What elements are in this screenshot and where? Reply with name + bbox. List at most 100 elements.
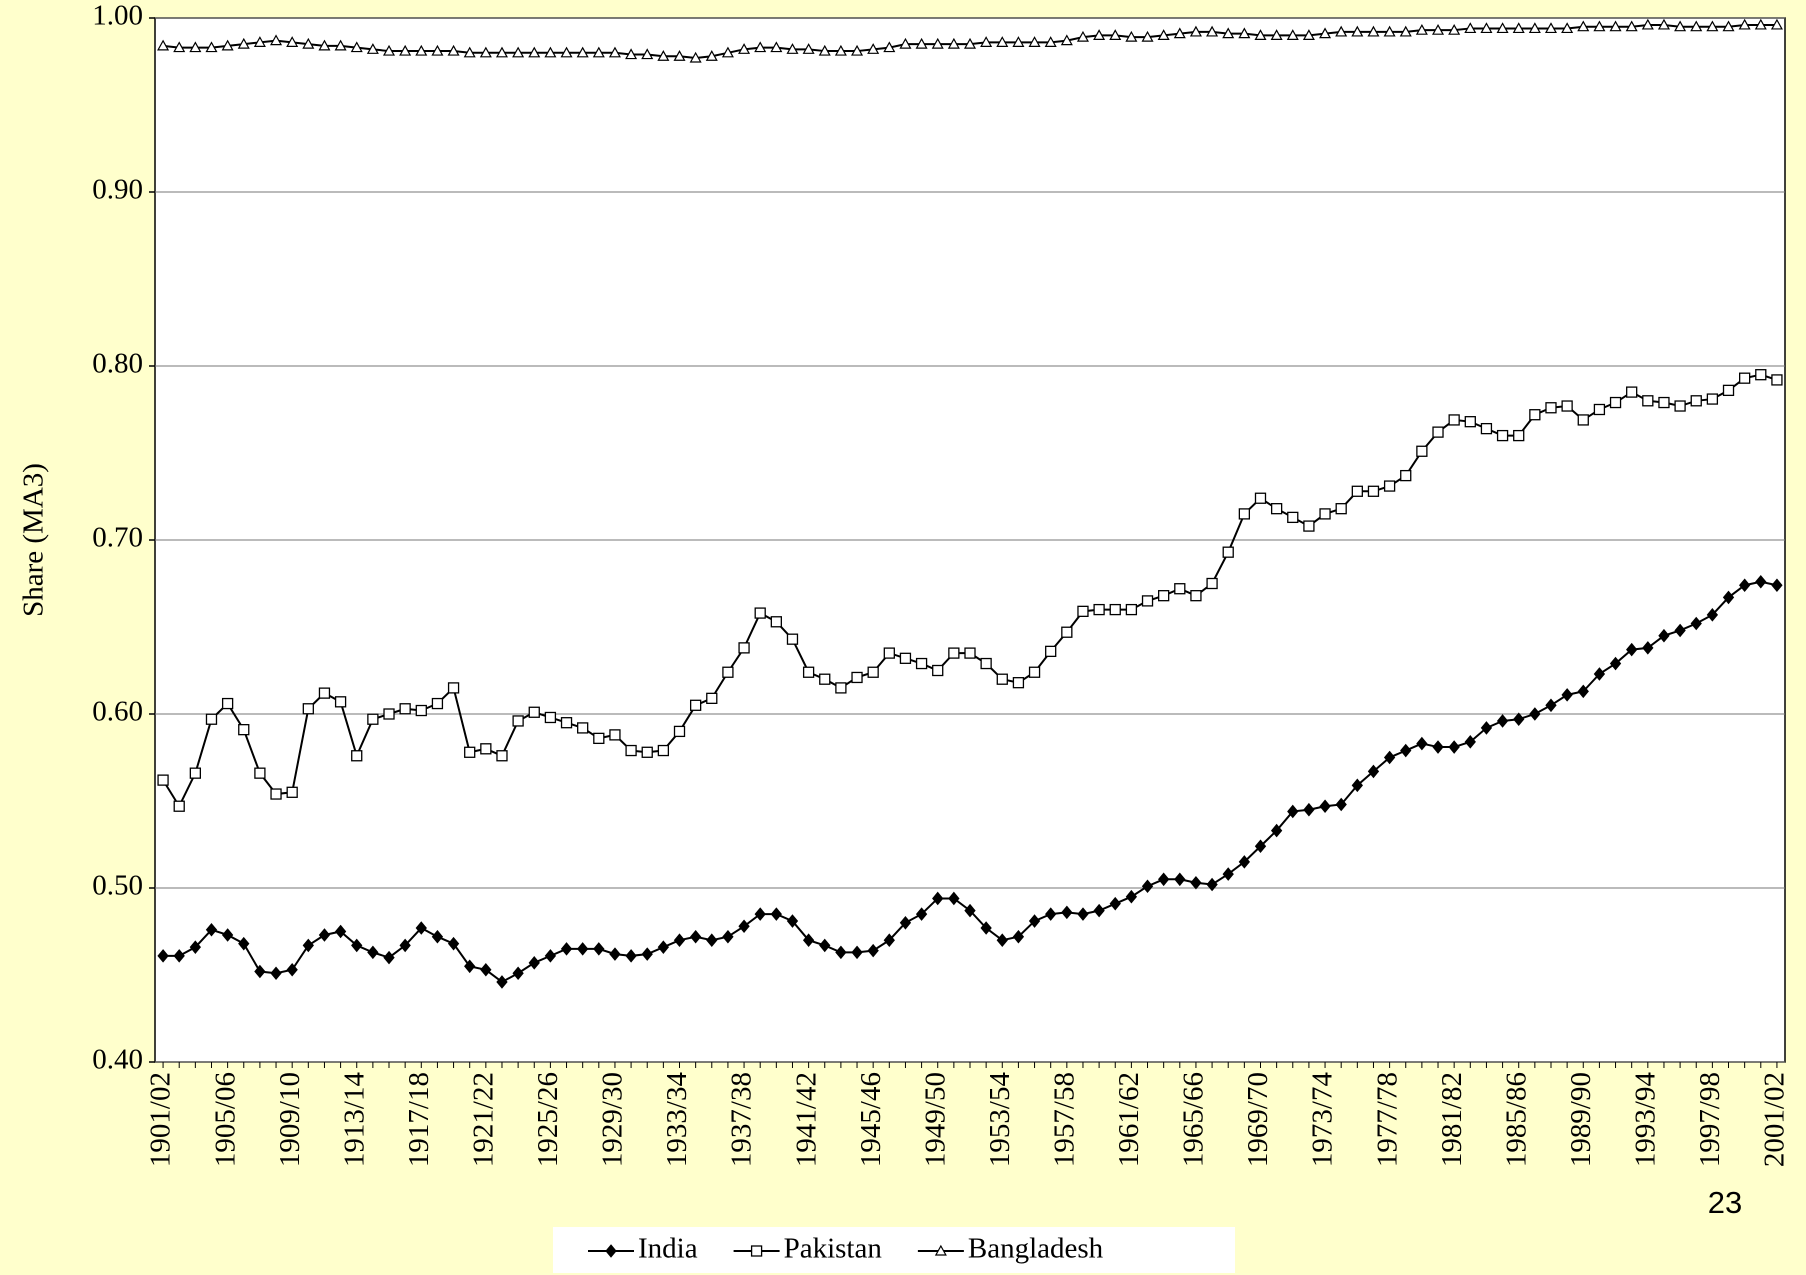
data-point bbox=[1351, 778, 1363, 793]
data-point bbox=[1238, 855, 1251, 869]
data-point bbox=[867, 666, 879, 678]
data-point bbox=[383, 950, 395, 965]
data-point bbox=[1319, 508, 1331, 520]
data-point bbox=[1496, 714, 1509, 728]
data-point bbox=[641, 947, 653, 961]
data-point bbox=[1270, 823, 1283, 838]
x-tick-label: 1981/82 bbox=[1436, 1072, 1468, 1167]
data-point bbox=[577, 722, 589, 734]
data-point bbox=[1335, 25, 1348, 37]
data-point bbox=[528, 956, 540, 970]
data-point bbox=[1125, 889, 1138, 904]
data-point bbox=[818, 44, 831, 56]
data-point bbox=[576, 46, 589, 58]
data-point bbox=[1335, 503, 1347, 515]
data-point bbox=[867, 43, 880, 54]
data-point bbox=[302, 938, 314, 953]
data-point bbox=[1174, 872, 1186, 887]
data-point bbox=[819, 673, 831, 685]
data-point bbox=[334, 39, 347, 51]
data-point bbox=[1690, 616, 1702, 631]
data-point bbox=[1561, 688, 1573, 702]
x-tick-label: 1917/18 bbox=[403, 1072, 435, 1167]
data-point bbox=[1706, 393, 1719, 405]
data-point bbox=[270, 788, 282, 800]
data-point bbox=[1416, 445, 1428, 457]
data-point bbox=[802, 666, 815, 678]
data-point bbox=[899, 37, 912, 49]
data-point bbox=[689, 699, 702, 711]
data-point bbox=[1738, 578, 1751, 593]
data-point bbox=[1626, 386, 1638, 398]
data-point bbox=[738, 43, 751, 54]
data-point bbox=[980, 36, 993, 47]
data-point bbox=[512, 46, 525, 58]
data-point bbox=[657, 50, 670, 61]
data-point bbox=[1755, 369, 1767, 381]
data-point bbox=[221, 697, 234, 710]
y-axis-title: Share (MA3) bbox=[18, 463, 50, 617]
data-point bbox=[351, 750, 363, 762]
data-point bbox=[1480, 721, 1493, 735]
data-point bbox=[1577, 414, 1589, 426]
data-point bbox=[1076, 30, 1089, 42]
data-point bbox=[447, 44, 460, 56]
data-point bbox=[915, 657, 928, 670]
data-point bbox=[593, 942, 605, 956]
data-point bbox=[1448, 23, 1461, 35]
data-point bbox=[657, 940, 670, 954]
data-point bbox=[1254, 839, 1267, 854]
data-point bbox=[495, 46, 508, 58]
data-point bbox=[1319, 799, 1331, 814]
data-point bbox=[641, 746, 653, 758]
data-point bbox=[1367, 485, 1380, 497]
data-point bbox=[1593, 20, 1606, 32]
data-point bbox=[367, 713, 379, 725]
data-point bbox=[899, 916, 912, 930]
data-point bbox=[221, 928, 234, 942]
data-point bbox=[1222, 867, 1234, 881]
data-point bbox=[318, 39, 331, 51]
data-point bbox=[593, 732, 605, 745]
data-point bbox=[915, 907, 928, 921]
x-tick-label: 1925/26 bbox=[532, 1072, 564, 1167]
data-point bbox=[1270, 29, 1283, 40]
data-point bbox=[657, 744, 670, 757]
data-point bbox=[447, 682, 460, 694]
data-point bbox=[577, 942, 589, 956]
x-tick-label: 1953/54 bbox=[984, 1072, 1016, 1168]
data-point bbox=[1173, 27, 1186, 39]
data-point bbox=[205, 41, 218, 53]
data-point bbox=[1722, 590, 1735, 605]
data-point bbox=[334, 924, 347, 939]
data-point bbox=[447, 936, 460, 951]
data-point bbox=[270, 34, 283, 46]
data-point bbox=[1771, 374, 1783, 386]
data-point bbox=[1561, 22, 1574, 34]
data-point bbox=[996, 36, 1009, 47]
data-point bbox=[350, 41, 363, 53]
data-point bbox=[1577, 684, 1589, 699]
data-point bbox=[1109, 603, 1121, 616]
data-point bbox=[770, 907, 782, 921]
data-point bbox=[1544, 22, 1558, 34]
data-point bbox=[415, 704, 427, 717]
data-point bbox=[1189, 25, 1202, 37]
data-point bbox=[609, 947, 621, 961]
data-point bbox=[560, 942, 573, 956]
x-tick-label: 1961/62 bbox=[1113, 1072, 1145, 1167]
data-point bbox=[302, 703, 314, 715]
data-point bbox=[689, 51, 702, 63]
data-point bbox=[238, 724, 250, 736]
data-point bbox=[399, 44, 412, 56]
data-point bbox=[1754, 18, 1767, 30]
x-tick-label: 1957/58 bbox=[1048, 1072, 1080, 1167]
data-point bbox=[980, 657, 992, 670]
data-point bbox=[173, 949, 185, 963]
y-tick-label: 0.60 bbox=[92, 696, 143, 728]
data-point bbox=[351, 938, 363, 953]
data-point bbox=[1206, 877, 1218, 892]
data-point bbox=[722, 929, 734, 944]
data-point bbox=[480, 962, 492, 977]
data-point bbox=[157, 949, 169, 963]
